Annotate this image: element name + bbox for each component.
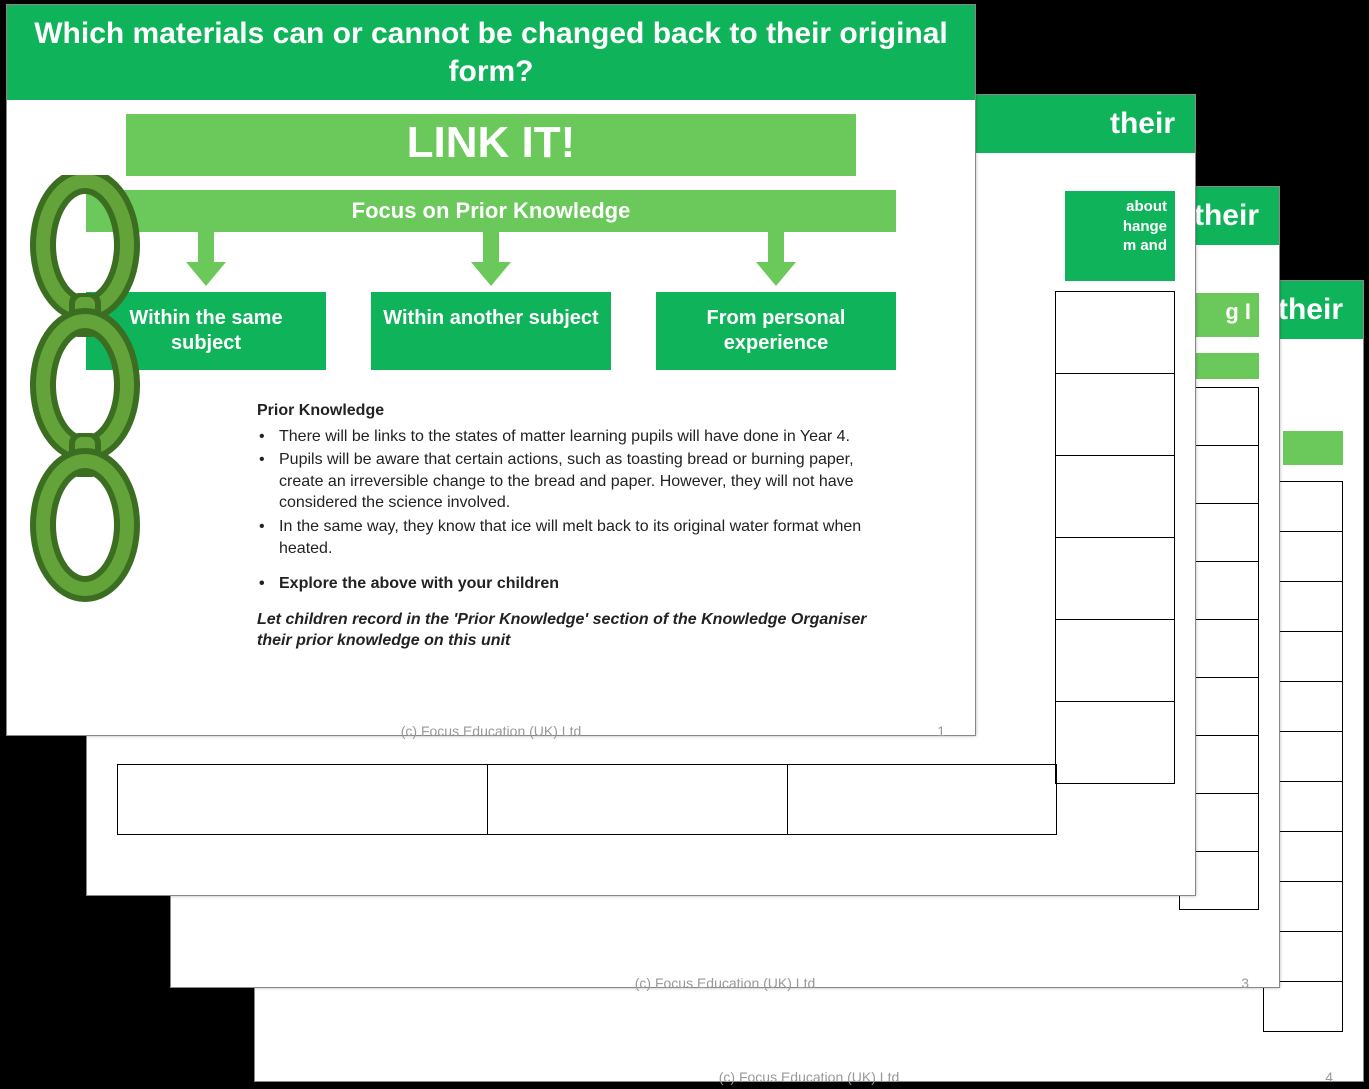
list-item: There will be links to the states of mat… — [279, 426, 897, 448]
category-personal-experience: From personal experience — [656, 292, 896, 370]
header-tail: their — [1278, 291, 1343, 329]
slide-1: Which materials can or cannot be changed… — [6, 4, 976, 736]
page-number: 4 — [1325, 1069, 1333, 1085]
arrow-down-icon — [186, 232, 226, 286]
copyright: (c) Focus Education (UK) Ltd — [255, 1069, 1363, 1085]
pk-heading: Prior Knowledge — [257, 400, 897, 422]
page-number: 3 — [1241, 975, 1249, 991]
focus-bar: Focus on Prior Knowledge — [86, 190, 896, 232]
list-item: Explore the above with your children — [279, 573, 897, 595]
arrow-down-icon — [756, 232, 796, 286]
list-item: In the same way, they know that ice will… — [279, 516, 897, 559]
sub-bar-fragment-2 — [1189, 353, 1259, 379]
linkit-banner: LINK IT! — [126, 114, 856, 176]
header-tail: their — [1110, 105, 1175, 143]
category-another-subject: Within another subject — [371, 292, 611, 370]
header-tail: their — [1194, 197, 1259, 235]
list-item: Pupils will be aware that certain action… — [279, 449, 897, 514]
slide-header: Which materials can or cannot be changed… — [7, 5, 975, 100]
page-number: 1 — [937, 723, 945, 739]
text-fragment: about hange m and — [1065, 191, 1175, 281]
arrow-down-icon — [471, 232, 511, 286]
chain-icon — [25, 175, 145, 655]
copyright: (c) Focus Education (UK) Ltd — [171, 975, 1279, 991]
prior-knowledge-block: Prior Knowledge There will be links to t… — [257, 400, 897, 652]
arrows-row — [86, 232, 896, 292]
title-text: Which materials can or cannot be changed… — [34, 17, 948, 88]
pk-instruction: Let children record in the 'Prior Knowle… — [257, 609, 897, 652]
category-row: Within the same subject Within another s… — [86, 292, 896, 370]
sub-bar-fragment — [1283, 431, 1343, 465]
copyright: (c) Focus Education (UK) Ltd — [7, 723, 975, 739]
table-fragment-r — [1055, 291, 1175, 784]
table-fragment-b — [117, 764, 1057, 835]
